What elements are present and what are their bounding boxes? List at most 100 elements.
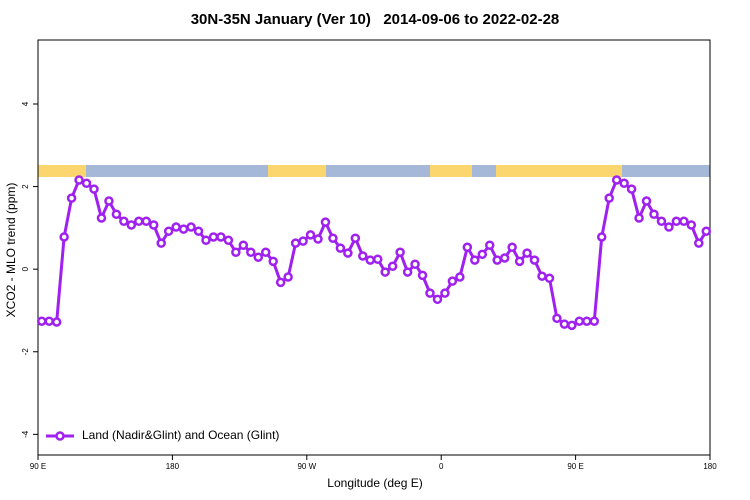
data-point (604, 193, 614, 203)
data-point (111, 209, 122, 220)
data-point (492, 255, 502, 265)
data-point (59, 232, 69, 242)
data-point (694, 238, 704, 248)
data-point (186, 222, 196, 232)
data-point (425, 288, 435, 298)
data-point (171, 222, 181, 232)
data-point (544, 273, 555, 284)
data-point (589, 316, 600, 326)
x-tick-label: 90 E (567, 462, 583, 471)
data-point (552, 313, 562, 324)
x-tick-label: 180 (703, 462, 717, 471)
data-point (253, 252, 264, 262)
data-point (365, 255, 376, 265)
data-point (529, 255, 540, 265)
land-band (38, 165, 86, 177)
data-point (260, 247, 271, 257)
land-band (268, 165, 326, 177)
data-point (380, 267, 390, 277)
data-point (649, 209, 659, 220)
data-point (582, 316, 592, 326)
y-axis-label: XCO2 - MLO trend (ppm) (4, 183, 18, 318)
data-point (484, 240, 495, 250)
data-point (66, 193, 77, 203)
data-point (216, 232, 226, 242)
data-point (686, 220, 697, 230)
data-point (208, 232, 219, 242)
data-point (81, 178, 92, 189)
data-point (626, 184, 637, 194)
data-point (246, 247, 256, 257)
data-point (432, 294, 443, 305)
y-tick-label: 4 (21, 101, 30, 106)
data-point (119, 216, 129, 227)
data-point (298, 236, 308, 246)
data-point (559, 319, 570, 329)
x-tick-label: 90 E (30, 462, 46, 471)
data-point (275, 277, 286, 288)
y-tick-label: 0 (21, 266, 30, 271)
data-point (567, 320, 577, 331)
data-point (134, 216, 144, 227)
data-point (290, 238, 301, 248)
data-point (417, 270, 428, 281)
data-point (499, 253, 510, 263)
data-point (320, 217, 331, 227)
data-point (126, 220, 137, 230)
data-point (238, 240, 249, 250)
data-point (634, 213, 644, 223)
data-point (410, 259, 420, 269)
data-point (141, 216, 152, 227)
data-point (148, 220, 159, 230)
data-point (104, 196, 114, 206)
data-point (358, 251, 368, 261)
data-point (395, 247, 405, 257)
data-point (372, 254, 383, 265)
x-tick-label: 90 W (297, 462, 316, 471)
data-point (36, 316, 47, 326)
land-ocean-strip (38, 165, 710, 177)
data-point (671, 216, 682, 227)
data-point (89, 184, 99, 194)
y-tick-label: -4 (21, 430, 30, 438)
data-point (596, 232, 607, 242)
data-point (313, 234, 323, 244)
data-point (574, 316, 585, 326)
data-point (335, 243, 346, 253)
data-point (522, 248, 532, 258)
data-point (44, 316, 54, 326)
x-tick-label: 0 (439, 462, 444, 471)
data-point (664, 222, 674, 232)
land-band (430, 165, 472, 177)
data-point (455, 272, 465, 282)
data-point (156, 238, 166, 248)
data-point (343, 248, 353, 258)
land-band (496, 165, 622, 177)
data-point (701, 226, 712, 236)
data-point (178, 224, 189, 234)
data-point (328, 233, 338, 243)
data-point (350, 233, 361, 243)
data-point (619, 178, 629, 189)
data-point (96, 213, 107, 223)
data-point (305, 230, 316, 240)
data-point (462, 242, 473, 253)
data-point (507, 242, 517, 253)
x-tick-label: 180 (166, 462, 180, 471)
legend-marker (55, 431, 65, 441)
data-point (402, 267, 413, 277)
data-point (223, 235, 234, 246)
data-point (447, 276, 458, 286)
legend-label: Land (Nadir&Glint) and Ocean (Glint) (82, 428, 279, 442)
x-axis-label: Longitude (deg E) (327, 476, 422, 490)
data-point (514, 256, 525, 267)
y-tick-label: 2 (21, 184, 30, 189)
data-point (74, 175, 84, 185)
data-point (656, 216, 667, 227)
data-point (611, 175, 622, 185)
data-point (470, 255, 480, 265)
data-point (440, 288, 450, 298)
data-point (679, 216, 689, 227)
